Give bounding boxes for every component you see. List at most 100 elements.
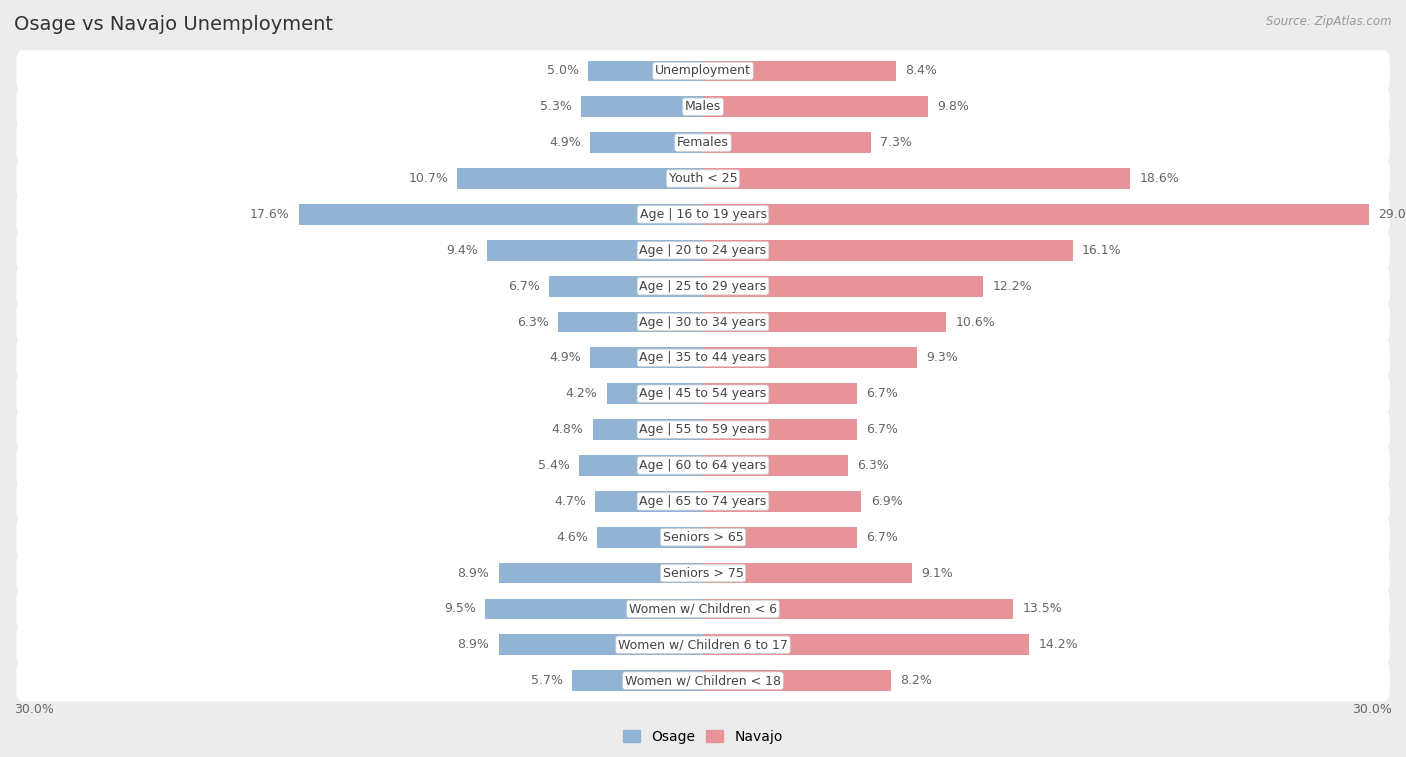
Bar bbox=[595, 491, 703, 512]
Text: 12.2%: 12.2% bbox=[993, 279, 1032, 293]
Bar bbox=[591, 347, 703, 368]
Text: 8.2%: 8.2% bbox=[900, 674, 932, 687]
Text: 6.7%: 6.7% bbox=[866, 423, 898, 436]
Text: 7.3%: 7.3% bbox=[880, 136, 911, 149]
Text: 13.5%: 13.5% bbox=[1022, 603, 1062, 615]
Text: 4.6%: 4.6% bbox=[557, 531, 588, 544]
Text: 9.4%: 9.4% bbox=[446, 244, 478, 257]
Text: Age | 45 to 54 years: Age | 45 to 54 years bbox=[640, 388, 766, 400]
Text: 5.4%: 5.4% bbox=[538, 459, 569, 472]
Text: Age | 16 to 19 years: Age | 16 to 19 years bbox=[640, 208, 766, 221]
Bar bbox=[703, 599, 1012, 619]
Text: 5.0%: 5.0% bbox=[547, 64, 579, 77]
FancyBboxPatch shape bbox=[17, 373, 1389, 415]
Text: Women w/ Children 6 to 17: Women w/ Children 6 to 17 bbox=[619, 638, 787, 651]
Bar bbox=[703, 670, 891, 691]
Text: 10.7%: 10.7% bbox=[408, 172, 449, 185]
Bar bbox=[486, 240, 703, 260]
FancyBboxPatch shape bbox=[17, 409, 1389, 450]
FancyBboxPatch shape bbox=[17, 660, 1389, 702]
Text: 14.2%: 14.2% bbox=[1038, 638, 1078, 651]
Text: 6.3%: 6.3% bbox=[856, 459, 889, 472]
Bar bbox=[703, 96, 928, 117]
Text: 16.1%: 16.1% bbox=[1083, 244, 1122, 257]
Text: 30.0%: 30.0% bbox=[14, 703, 53, 716]
Text: Seniors > 75: Seniors > 75 bbox=[662, 566, 744, 580]
Bar bbox=[579, 455, 703, 476]
Bar bbox=[499, 634, 703, 656]
FancyBboxPatch shape bbox=[17, 86, 1389, 128]
Text: 30.0%: 30.0% bbox=[1353, 703, 1392, 716]
FancyBboxPatch shape bbox=[17, 588, 1389, 630]
Text: 4.9%: 4.9% bbox=[550, 136, 581, 149]
Bar bbox=[703, 634, 1029, 656]
Text: 9.8%: 9.8% bbox=[938, 100, 969, 114]
Bar bbox=[703, 527, 856, 547]
Bar bbox=[703, 491, 862, 512]
Text: Unemployment: Unemployment bbox=[655, 64, 751, 77]
Bar bbox=[485, 599, 703, 619]
Text: Age | 30 to 34 years: Age | 30 to 34 years bbox=[640, 316, 766, 329]
Text: Source: ZipAtlas.com: Source: ZipAtlas.com bbox=[1267, 15, 1392, 28]
Text: Age | 60 to 64 years: Age | 60 to 64 years bbox=[640, 459, 766, 472]
Bar bbox=[703, 168, 1130, 189]
FancyBboxPatch shape bbox=[17, 194, 1389, 235]
Text: 6.7%: 6.7% bbox=[508, 279, 540, 293]
Text: Age | 20 to 24 years: Age | 20 to 24 years bbox=[640, 244, 766, 257]
Bar bbox=[703, 132, 870, 153]
Text: 6.9%: 6.9% bbox=[870, 495, 903, 508]
Bar bbox=[593, 419, 703, 440]
Text: 9.3%: 9.3% bbox=[925, 351, 957, 364]
Text: Age | 35 to 44 years: Age | 35 to 44 years bbox=[640, 351, 766, 364]
Bar bbox=[606, 383, 703, 404]
Text: Women w/ Children < 18: Women w/ Children < 18 bbox=[626, 674, 780, 687]
Bar bbox=[703, 562, 912, 584]
FancyBboxPatch shape bbox=[17, 481, 1389, 522]
Bar bbox=[558, 312, 703, 332]
Bar bbox=[598, 527, 703, 547]
FancyBboxPatch shape bbox=[17, 301, 1389, 343]
Bar bbox=[703, 276, 983, 297]
Text: 6.3%: 6.3% bbox=[517, 316, 550, 329]
Text: Age | 25 to 29 years: Age | 25 to 29 years bbox=[640, 279, 766, 293]
Text: Youth < 25: Youth < 25 bbox=[669, 172, 737, 185]
Bar bbox=[581, 96, 703, 117]
Bar bbox=[703, 240, 1073, 260]
Text: Males: Males bbox=[685, 100, 721, 114]
Text: 8.4%: 8.4% bbox=[905, 64, 936, 77]
FancyBboxPatch shape bbox=[17, 553, 1389, 594]
Bar bbox=[703, 61, 896, 81]
Text: 10.6%: 10.6% bbox=[956, 316, 995, 329]
FancyBboxPatch shape bbox=[17, 624, 1389, 665]
Text: 4.2%: 4.2% bbox=[565, 388, 598, 400]
Text: Osage vs Navajo Unemployment: Osage vs Navajo Unemployment bbox=[14, 15, 333, 34]
Text: 4.8%: 4.8% bbox=[551, 423, 583, 436]
Text: 5.3%: 5.3% bbox=[540, 100, 572, 114]
FancyBboxPatch shape bbox=[17, 122, 1389, 164]
FancyBboxPatch shape bbox=[17, 229, 1389, 271]
FancyBboxPatch shape bbox=[17, 516, 1389, 558]
Text: 5.7%: 5.7% bbox=[531, 674, 562, 687]
Bar bbox=[703, 455, 848, 476]
Bar bbox=[550, 276, 703, 297]
Bar bbox=[703, 383, 856, 404]
Text: 9.1%: 9.1% bbox=[921, 566, 953, 580]
Bar bbox=[703, 419, 856, 440]
Bar bbox=[591, 132, 703, 153]
Text: 29.0%: 29.0% bbox=[1378, 208, 1406, 221]
Text: 4.7%: 4.7% bbox=[554, 495, 586, 508]
Bar bbox=[703, 347, 917, 368]
FancyBboxPatch shape bbox=[17, 337, 1389, 378]
FancyBboxPatch shape bbox=[17, 157, 1389, 199]
Text: Women w/ Children < 6: Women w/ Children < 6 bbox=[628, 603, 778, 615]
Text: 6.7%: 6.7% bbox=[866, 531, 898, 544]
FancyBboxPatch shape bbox=[17, 50, 1389, 92]
Text: 9.5%: 9.5% bbox=[444, 603, 475, 615]
Text: 4.9%: 4.9% bbox=[550, 351, 581, 364]
Text: Seniors > 65: Seniors > 65 bbox=[662, 531, 744, 544]
Text: 8.9%: 8.9% bbox=[457, 638, 489, 651]
Bar bbox=[499, 562, 703, 584]
Text: Age | 65 to 74 years: Age | 65 to 74 years bbox=[640, 495, 766, 508]
Text: 6.7%: 6.7% bbox=[866, 388, 898, 400]
Text: 17.6%: 17.6% bbox=[250, 208, 290, 221]
